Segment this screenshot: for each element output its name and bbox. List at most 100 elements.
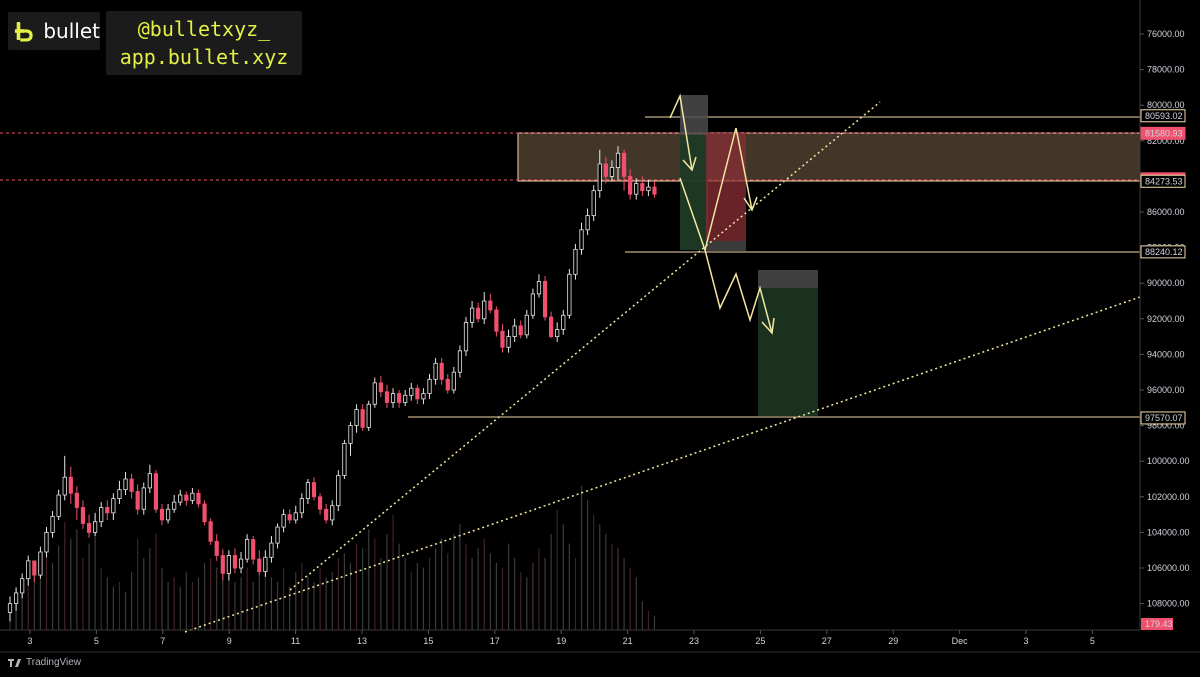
candle-body[interactable] [287, 514, 292, 521]
candle-body[interactable] [640, 183, 645, 192]
projection-path-2[interactable] [679, 127, 753, 253]
candle-body[interactable] [165, 508, 171, 521]
position-target-zone-2[interactable] [706, 241, 746, 251]
candle-body[interactable] [68, 476, 73, 494]
candle-body[interactable] [415, 387, 420, 400]
candle-body[interactable] [439, 362, 444, 380]
candle-body[interactable] [524, 314, 529, 336]
candle-body[interactable] [226, 555, 231, 574]
candle-body[interactable] [573, 248, 578, 275]
price-label-box[interactable] [1140, 126, 1186, 140]
candle-body[interactable] [269, 542, 274, 558]
candle-body[interactable] [354, 409, 359, 426]
candle-body[interactable] [281, 514, 286, 528]
projection-arrowhead-3[interactable] [761, 317, 775, 335]
candle-body[interactable] [129, 478, 134, 492]
candle-body[interactable] [488, 300, 493, 311]
candle-body[interactable] [433, 362, 438, 380]
candle-body[interactable] [591, 190, 596, 216]
candle-body[interactable] [555, 329, 560, 338]
candle-body[interactable] [403, 394, 408, 403]
candle-body[interactable] [86, 523, 92, 533]
candle-body[interactable] [257, 558, 262, 572]
price-label-box[interactable] [1140, 174, 1186, 188]
candle-body[interactable] [317, 496, 323, 510]
candle-body[interactable] [445, 378, 450, 391]
candle-body[interactable] [585, 215, 590, 231]
candle-body[interactable] [184, 494, 189, 501]
candle-body[interactable] [427, 378, 432, 394]
candle-body[interactable] [26, 560, 31, 580]
candle-body[interactable] [311, 482, 317, 498]
candle-body[interactable] [32, 560, 37, 576]
candle-body[interactable] [305, 482, 311, 499]
candle-body[interactable] [293, 512, 298, 521]
candle-body[interactable] [105, 507, 110, 514]
candle-body[interactable] [159, 508, 165, 521]
trendline-shallow[interactable] [184, 296, 1141, 633]
projection-path-3[interactable] [704, 249, 773, 334]
candle-body[interactable] [494, 309, 499, 332]
candle-body[interactable] [482, 300, 487, 320]
candle-body[interactable] [621, 152, 627, 177]
tradingview-attribution[interactable]: TradingView [8, 657, 81, 668]
candle-body[interactable] [141, 487, 146, 510]
candle-body[interactable] [7, 603, 13, 613]
candle-body[interactable] [178, 494, 183, 503]
candle-body[interactable] [123, 478, 128, 491]
candle-body[interactable] [245, 539, 250, 560]
candle-body[interactable] [238, 558, 244, 569]
candle-body[interactable] [567, 273, 572, 316]
position-stop-zone-3[interactable] [758, 270, 818, 288]
candle-body[interactable] [13, 592, 19, 604]
candle-body[interactable] [634, 183, 639, 195]
candle-body[interactable] [80, 507, 86, 524]
candle-body[interactable] [378, 382, 383, 393]
candle-body[interactable] [147, 473, 152, 489]
candle-body[interactable] [44, 532, 49, 553]
candle-body[interactable] [74, 492, 79, 508]
candle-body[interactable] [536, 281, 542, 295]
candle-body[interactable] [50, 515, 55, 533]
candle-body[interactable] [518, 325, 523, 336]
candle-body[interactable] [421, 393, 426, 400]
candle-body[interactable] [330, 505, 335, 521]
candle-body[interactable] [190, 492, 195, 501]
candle-body[interactable] [372, 382, 377, 405]
candle-body[interactable] [342, 442, 347, 476]
candle-body[interactable] [451, 371, 456, 391]
candle-body[interactable] [476, 307, 481, 320]
candle-body[interactable] [62, 476, 67, 496]
candle-body[interactable] [251, 539, 256, 560]
candle-body[interactable] [93, 521, 98, 533]
candle-body[interactable] [652, 186, 657, 195]
candle-body[interactable] [348, 425, 353, 444]
candle-body[interactable] [275, 526, 280, 544]
candle-body[interactable] [232, 555, 238, 569]
position-stop-zone-2[interactable] [706, 133, 746, 241]
candle-body[interactable] [263, 556, 268, 572]
candle-body[interactable] [135, 491, 140, 510]
candle-body[interactable] [609, 167, 615, 177]
candle-body[interactable] [603, 163, 608, 177]
candle-body[interactable] [597, 163, 602, 192]
price-label-box[interactable] [1140, 411, 1186, 425]
candle-body[interactable] [208, 521, 213, 542]
candle-body[interactable] [561, 314, 566, 330]
position-target-zone-1[interactable] [680, 135, 708, 250]
candle-body[interactable] [299, 498, 304, 514]
candle-body[interactable] [500, 330, 505, 348]
candle-body[interactable] [579, 229, 584, 250]
candle-body[interactable] [324, 508, 329, 521]
candle-body[interactable] [172, 501, 177, 510]
position-target-zone-3[interactable] [758, 288, 818, 416]
candle-body[interactable] [117, 489, 122, 499]
candle-body[interactable] [220, 555, 225, 574]
candle-body[interactable] [469, 307, 475, 323]
candle-body[interactable] [390, 393, 396, 403]
candle-body[interactable] [397, 393, 402, 403]
candle-body[interactable] [409, 387, 414, 396]
projection-arrowhead-2[interactable] [743, 196, 758, 212]
candle-body[interactable] [38, 551, 43, 576]
